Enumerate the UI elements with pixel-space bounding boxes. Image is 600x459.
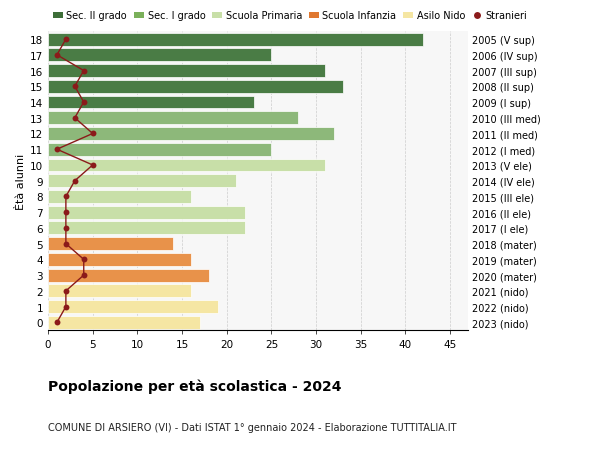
Y-axis label: Ètà alunni: Ètà alunni [16, 153, 26, 209]
Bar [48, 301, 218, 313]
Bar [48, 269, 209, 282]
Point [61, 209, 71, 216]
Point [88, 162, 97, 169]
Bar [48, 112, 298, 125]
Point [61, 241, 71, 248]
Point [70, 178, 80, 185]
Point [79, 256, 89, 263]
Bar [48, 96, 254, 109]
Point [79, 272, 89, 279]
Bar [48, 222, 245, 235]
Point [61, 303, 71, 311]
Bar [48, 34, 424, 46]
Bar [48, 159, 325, 172]
Point [61, 225, 71, 232]
Text: Popolazione per età scolastica - 2024: Popolazione per età scolastica - 2024 [48, 379, 341, 393]
Bar [48, 144, 271, 157]
Bar [48, 316, 200, 329]
Legend: Sec. II grado, Sec. I grado, Scuola Primaria, Scuola Infanzia, Asilo Nido, Stran: Sec. II grado, Sec. I grado, Scuola Prim… [53, 11, 527, 21]
Bar [48, 253, 191, 266]
Bar [48, 190, 191, 203]
Text: COMUNE DI ARSIERO (VI) - Dati ISTAT 1° gennaio 2024 - Elaborazione TUTTITALIA.IT: COMUNE DI ARSIERO (VI) - Dati ISTAT 1° g… [48, 422, 457, 432]
Point [61, 287, 71, 295]
Point [52, 52, 62, 59]
Point [79, 99, 89, 106]
Bar [48, 81, 343, 94]
Point [61, 193, 71, 201]
Bar [48, 128, 334, 140]
Point [70, 84, 80, 91]
Bar [48, 285, 191, 297]
Bar [48, 65, 325, 78]
Point [70, 115, 80, 122]
Bar [48, 175, 236, 188]
Bar [48, 206, 245, 219]
Point [61, 36, 71, 44]
Bar [48, 238, 173, 251]
Point [52, 319, 62, 326]
Point [79, 68, 89, 75]
Bar [48, 49, 271, 62]
Point [52, 146, 62, 154]
Point [88, 130, 97, 138]
